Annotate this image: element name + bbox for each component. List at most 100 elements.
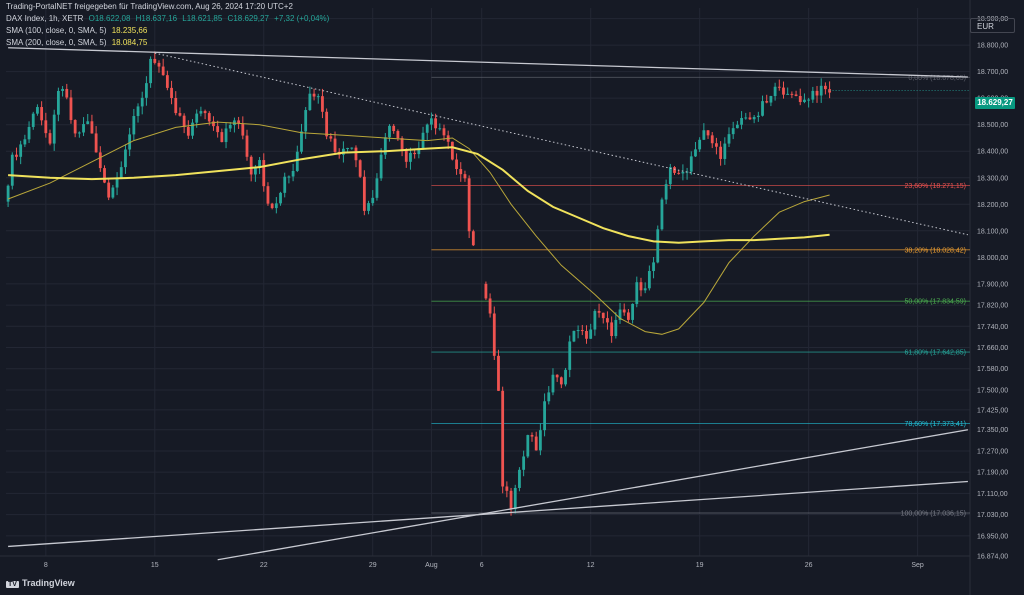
candle-body[interactable] [681, 171, 685, 174]
candle-body[interactable] [555, 374, 559, 378]
candle-body[interactable] [107, 182, 111, 198]
candle-body[interactable] [484, 283, 488, 299]
candle-body[interactable] [115, 177, 119, 188]
candle-body[interactable] [119, 167, 123, 178]
candle-body[interactable] [195, 113, 199, 123]
candle-body[interactable] [526, 435, 530, 457]
candle-body[interactable] [656, 229, 660, 263]
candle-body[interactable] [31, 113, 35, 127]
candle-body[interactable] [10, 154, 14, 186]
candle-body[interactable] [803, 99, 806, 103]
candle-body[interactable] [207, 113, 211, 122]
candle-body[interactable] [149, 58, 152, 84]
candle-body[interactable] [321, 96, 324, 112]
candle-body[interactable] [568, 341, 572, 370]
candle-body[interactable] [752, 117, 756, 120]
candle-body[interactable] [450, 141, 454, 160]
candle-body[interactable] [15, 154, 18, 157]
candle-body[interactable] [769, 96, 773, 103]
candle-body[interactable] [44, 120, 48, 134]
candle-body[interactable] [409, 152, 412, 162]
candle-body[interactable] [186, 126, 190, 136]
candle-body[interactable] [660, 199, 664, 230]
candle-body[interactable] [702, 130, 706, 140]
candle-body[interactable] [77, 132, 81, 134]
candle-body[interactable] [362, 176, 366, 211]
candle-body[interactable] [375, 178, 379, 198]
candle-body[interactable] [580, 330, 584, 332]
candle-body[interactable] [308, 93, 312, 111]
candle-body[interactable] [790, 93, 794, 95]
currency-button[interactable]: EUR [970, 18, 1015, 33]
candle-body[interactable] [165, 75, 169, 88]
candle-body[interactable] [698, 139, 702, 150]
candle-body[interactable] [501, 390, 505, 487]
candle-body[interactable] [777, 86, 781, 88]
candle-body[interactable] [103, 168, 106, 183]
candle-body[interactable] [36, 107, 39, 114]
candle-body[interactable] [82, 124, 85, 133]
candle-body[interactable] [719, 146, 723, 159]
candle-body[interactable] [673, 167, 676, 173]
candle-body[interactable] [706, 130, 710, 136]
candle-body[interactable] [329, 136, 333, 139]
candle-body[interactable] [723, 143, 727, 159]
candle-body[interactable] [622, 309, 626, 313]
candle-body[interactable] [27, 126, 31, 140]
candle-body[interactable] [593, 311, 597, 330]
candle-body[interactable] [312, 93, 316, 97]
candle-body[interactable] [455, 159, 458, 170]
candle-body[interactable] [740, 117, 743, 125]
candle-body[interactable] [492, 313, 496, 356]
candle-body[interactable] [677, 172, 681, 174]
candle-body[interactable] [463, 174, 467, 179]
candle-body[interactable] [597, 311, 601, 313]
candle-body[interactable] [396, 131, 400, 139]
candle-body[interactable] [212, 121, 215, 127]
candle-body[interactable] [128, 134, 132, 150]
candle-body[interactable] [459, 169, 463, 175]
candle-body[interactable] [191, 122, 194, 136]
candle-body[interactable] [237, 120, 241, 124]
candle-body[interactable] [727, 134, 731, 144]
candle-body[interactable] [664, 184, 668, 200]
candle-body[interactable] [383, 137, 387, 155]
candle-body[interactable] [111, 187, 115, 198]
candle-body[interactable] [23, 139, 27, 145]
candle-body[interactable] [744, 117, 748, 119]
candle-body[interactable] [551, 374, 555, 393]
candle-body[interactable] [442, 128, 446, 136]
candle-body[interactable] [379, 154, 383, 179]
trendline[interactable] [154, 52, 969, 236]
candle-body[interactable] [274, 203, 278, 209]
candle-body[interactable] [513, 487, 517, 510]
candle-body[interactable] [182, 115, 186, 127]
candle-body[interactable] [572, 330, 576, 342]
candle-body[interactable] [19, 144, 23, 157]
candle-body[interactable] [794, 94, 798, 96]
candle-body[interactable] [178, 113, 182, 116]
candle-body[interactable] [652, 262, 655, 272]
candle-body[interactable] [647, 271, 651, 289]
candle-body[interactable] [559, 377, 563, 385]
candle-body[interactable] [509, 490, 513, 510]
candle-body[interactable] [639, 282, 643, 291]
candle-body[interactable] [618, 309, 622, 320]
candle-body[interactable] [153, 58, 157, 63]
candle-body[interactable] [392, 125, 396, 132]
candle-body[interactable] [694, 149, 697, 157]
candle-body[interactable] [668, 167, 672, 185]
candle-body[interactable] [543, 401, 546, 431]
candle-body[interactable] [174, 97, 178, 114]
candle-body[interactable] [199, 111, 203, 114]
candle-body[interactable] [98, 152, 102, 169]
candle-body[interactable] [710, 135, 714, 144]
candle-body[interactable] [249, 156, 253, 175]
candle-body[interactable] [354, 147, 358, 161]
candle-body[interactable] [157, 62, 161, 67]
candle-body[interactable] [86, 121, 90, 125]
candle-body[interactable] [606, 318, 609, 323]
candle-body[interactable] [765, 101, 769, 103]
trendline[interactable] [8, 480, 968, 548]
